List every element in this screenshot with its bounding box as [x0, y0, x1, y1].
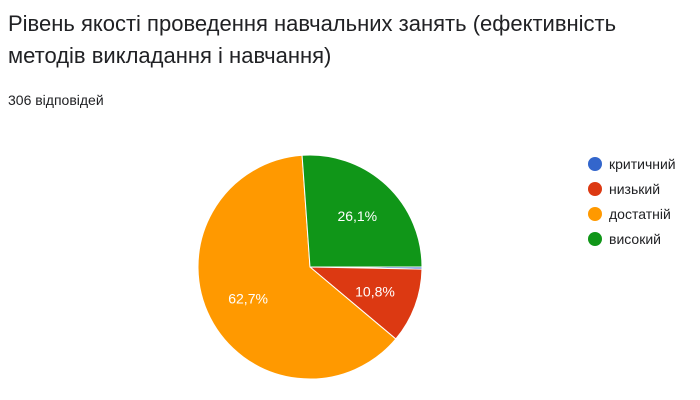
legend-item-3[interactable]: достатній: [588, 201, 676, 226]
chart-legend: критичний низький достатній високий: [588, 151, 676, 251]
legend-item-2[interactable]: низький: [588, 176, 676, 201]
legend-label-4: високий: [609, 230, 661, 247]
legend-item-1[interactable]: критичний: [588, 151, 676, 176]
pie-slices: [197, 154, 423, 380]
legend-label-3: достатній: [609, 205, 671, 222]
pie-slice-labels: 10,8% 62,7% 26,1%: [228, 208, 395, 306]
legend-label-2: низький: [609, 180, 661, 197]
legend-swatch-2: [588, 181, 602, 196]
responses-count: 306 відповідей: [8, 92, 104, 108]
legend-label-1: критичний: [609, 155, 676, 172]
pie-slice-4[interactable]: [301, 154, 423, 268]
pie-slice-3[interactable]: [197, 154, 397, 380]
legend-item-4[interactable]: високий: [588, 226, 676, 251]
pie-slice-label-4: 26,1%: [337, 208, 377, 224]
chart-title: Рівень якості проведення навчальних заня…: [8, 11, 617, 68]
legend-swatch-3: [588, 206, 602, 221]
legend-swatch-4: [588, 231, 602, 246]
pie-slice-label-3: 62,7%: [228, 291, 268, 307]
pie-slice-2[interactable]: [308, 266, 423, 340]
legend-swatch-1: [588, 156, 602, 171]
pie-slice-label-2: 10,8%: [355, 283, 395, 299]
